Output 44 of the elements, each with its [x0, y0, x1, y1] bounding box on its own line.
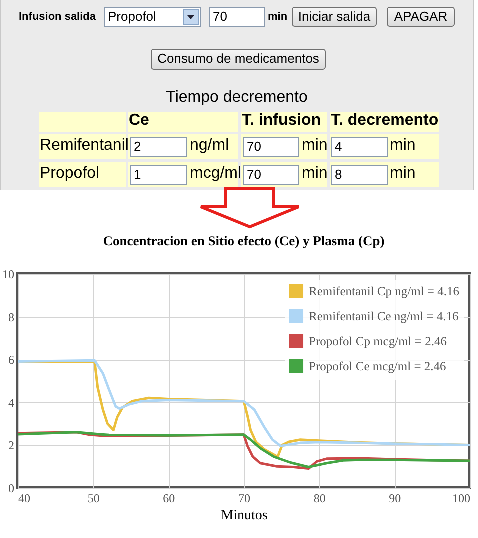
text: Propofol — [40, 165, 100, 183]
text-field: 8 — [331, 165, 388, 185]
text: ng/ml — [190, 137, 230, 155]
text-field: 4 — [331, 137, 388, 157]
x-axis-title: Minutos — [221, 508, 268, 524]
text-field: 70 — [209, 7, 265, 27]
button: Iniciar salida — [292, 7, 377, 27]
text-field: 1 — [130, 165, 187, 185]
chart-title: Concentracion en Sitio efecto (Ce) y Plasma (Cp) — [103, 234, 385, 248]
dropdown: Propofol — [104, 7, 201, 27]
button: APAGAR — [387, 7, 455, 27]
button: Consumo de medicamentos — [151, 49, 326, 70]
text: Tiempo decremento — [165, 89, 309, 107]
x-tick-label: 100 — [452, 492, 470, 506]
text: Remifentanil — [40, 137, 129, 155]
legend-label: Propofol Ce mcg/ml = 2.46 — [309, 360, 446, 374]
text-field: 70 — [243, 165, 299, 185]
text: T. decremento — [331, 112, 439, 130]
x-tick-label: 70 — [238, 492, 250, 506]
text: min — [390, 165, 416, 183]
x-tick-label: 40 — [18, 492, 30, 506]
x-tick-label: 80 — [314, 492, 326, 506]
y-tick-label: 0 — [8, 482, 14, 496]
legend-label: Remifentanil Cp ng/ml = 4.16 — [309, 284, 460, 298]
legend-label: Remifentanil Ce ng/ml = 4.16 — [309, 310, 459, 324]
text: min — [268, 11, 288, 23]
y-tick-label: 6 — [8, 353, 14, 368]
text: Infusion salida — [19, 11, 96, 23]
y-tick-label: 8 — [8, 310, 14, 324]
y-tick-label: 2 — [8, 438, 14, 453]
text: mcg/ml — [190, 165, 242, 183]
y-tick-label: 4 — [8, 396, 14, 410]
x-tick-label: 50 — [88, 492, 100, 506]
text: min — [302, 137, 328, 155]
legend-label: Propofol Cp mcg/ml = 2.46 — [309, 334, 447, 348]
x-tick-label: 90 — [389, 492, 402, 506]
text: min — [390, 137, 416, 155]
y-tick-label: 10 — [2, 268, 14, 282]
text-field: 70 — [243, 137, 299, 157]
x-tick-label: 60 — [163, 492, 176, 506]
text-field: 2 — [130, 137, 187, 157]
text: T. infusion — [242, 112, 322, 130]
text: Ce — [129, 112, 150, 130]
text: min — [302, 165, 328, 183]
